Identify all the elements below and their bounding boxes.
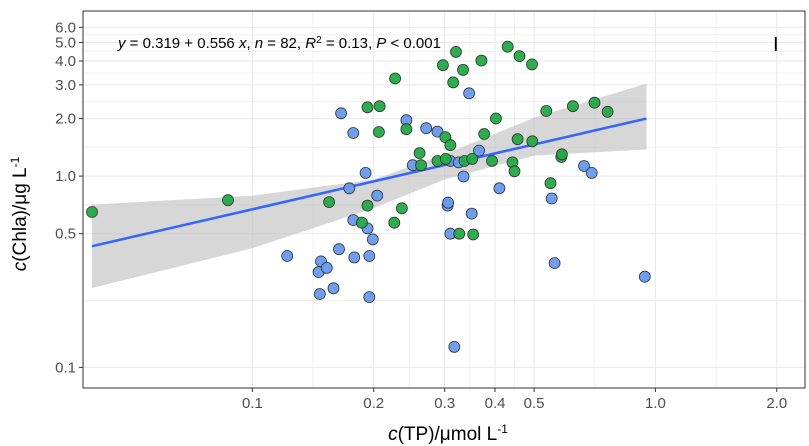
y-tick-label: 1.0 [55, 168, 76, 185]
y-tick-label: 2.0 [55, 111, 76, 128]
green-data-point [415, 159, 427, 172]
y-axis-title: c(Chla)/μg L-1 [8, 156, 31, 271]
confidence-band-layer [92, 83, 647, 288]
x-axis-ticks: 0.1 0.2 0.3 0.4 0.5 1.0 2.0 [242, 388, 787, 412]
green-data-point [453, 227, 466, 240]
y-axis-ticks: 0.1 0.5 1.0 2.0 3.0 4.0 5.06.0 [55, 19, 83, 376]
data-points-layer [86, 40, 651, 353]
blue-data-point [347, 127, 360, 139]
blue-data-point [348, 251, 361, 264]
green-data-point [544, 177, 557, 190]
green-data-point [439, 152, 452, 165]
green-data-point [361, 101, 374, 114]
blue-data-point [473, 144, 485, 157]
x-axis-title: c(TP)/μmol L-1 [388, 422, 508, 445]
blue-data-point [420, 122, 433, 135]
green-data-point [511, 133, 524, 146]
blue-data-point [313, 288, 326, 300]
blue-data-point [343, 182, 356, 195]
green-data-point [556, 148, 568, 161]
green-data-point [389, 72, 402, 85]
panel-border [82, 10, 806, 389]
green-data-point [395, 202, 408, 215]
green-data-point [373, 100, 386, 113]
blue-data-point [333, 243, 345, 256]
y-tick-label: 0.1 [55, 359, 76, 376]
blue-data-point [463, 87, 476, 100]
green-data-point [540, 105, 553, 117]
y-tick-label: 0.5 [55, 226, 76, 243]
fit-line-layer [91, 117, 647, 248]
green-data-point [526, 135, 539, 148]
green-data-point [475, 54, 488, 67]
green-data-point [355, 216, 368, 229]
panel-label: I [773, 34, 779, 56]
blue-data-point [327, 282, 340, 295]
y-tick-label: 6.0 [55, 19, 76, 36]
green-data-point [588, 96, 601, 109]
confidence-band [92, 83, 647, 288]
blue-data-point [638, 270, 651, 283]
blue-data-point [493, 182, 506, 195]
green-data-point [450, 46, 462, 58]
green-data-point [447, 76, 460, 89]
green-data-point [601, 105, 614, 118]
regression-annotation: y = 0.319 + 0.556 x, n = 82, R2 = 0.13, … [117, 35, 441, 53]
blue-data-point [442, 196, 455, 209]
blue-data-point [448, 340, 461, 353]
blue-data-point [371, 189, 384, 202]
regression-line [91, 117, 647, 248]
blue-data-point [585, 166, 598, 179]
blue-data-point [545, 192, 558, 205]
blue-data-point [363, 291, 376, 304]
green-data-point [86, 206, 98, 218]
blue-data-point [281, 250, 294, 262]
blue-data-point [320, 261, 333, 274]
blue-data-point [363, 250, 376, 262]
green-data-point [466, 152, 479, 165]
green-data-point [372, 126, 385, 138]
green-data-point [444, 139, 457, 152]
green-data-point [467, 228, 480, 241]
green-data-point [508, 165, 521, 178]
minor-gridlines [83, 11, 805, 388]
blue-data-point [548, 257, 561, 270]
green-data-point [567, 100, 579, 113]
green-data-point [413, 147, 426, 160]
y-tick-label: 4.0 [55, 53, 76, 70]
y-tick-label: 5.0 [55, 34, 76, 51]
blue-data-point [335, 107, 348, 120]
x-tick-label: 0.4 [485, 395, 506, 412]
green-data-point [388, 216, 401, 229]
x-tick-label: 0.1 [242, 395, 263, 412]
green-data-point [400, 123, 413, 136]
green-data-point [222, 194, 234, 207]
green-data-point [478, 128, 491, 140]
green-data-point [526, 58, 538, 71]
green-data-point [513, 50, 526, 62]
x-tick-label: 2.0 [766, 395, 787, 412]
y-tick-label: 3.0 [55, 77, 76, 94]
x-tick-label: 0.5 [524, 395, 545, 412]
green-data-point [457, 64, 469, 76]
green-data-point [436, 59, 449, 72]
green-data-point [501, 40, 514, 53]
green-data-point [486, 155, 498, 167]
blue-data-point [359, 166, 372, 179]
x-tick-label: 0.2 [363, 395, 384, 412]
x-tick-label: 1.0 [645, 395, 666, 412]
blue-data-point [465, 207, 478, 220]
x-tick-label: 0.3 [434, 395, 455, 412]
green-data-point [361, 199, 374, 212]
blue-data-point [366, 233, 379, 246]
blue-data-point [578, 160, 590, 172]
blue-data-point [457, 170, 470, 183]
green-data-point [323, 196, 336, 209]
green-data-point [489, 112, 502, 125]
